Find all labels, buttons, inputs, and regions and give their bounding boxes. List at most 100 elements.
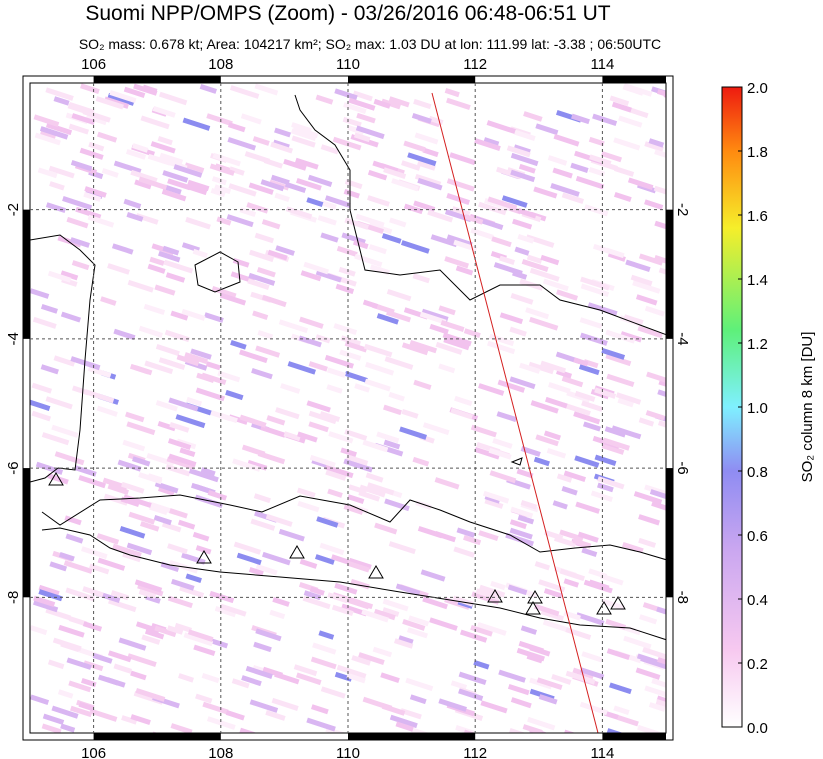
pixel <box>342 116 362 128</box>
pixel <box>95 96 124 110</box>
pixel <box>451 206 471 217</box>
pixel <box>310 704 329 715</box>
x-tick-label: 108 <box>208 745 233 759</box>
pixel <box>315 554 335 565</box>
pixel <box>101 168 119 178</box>
pixel <box>478 201 507 216</box>
pixel <box>516 468 534 479</box>
pixel <box>340 335 362 347</box>
pixel <box>239 207 257 217</box>
pixel <box>399 426 427 440</box>
pixel <box>266 415 286 426</box>
pixel <box>122 551 142 563</box>
pixel <box>496 411 517 423</box>
pixel <box>427 209 454 223</box>
pixel <box>548 382 571 394</box>
pixel <box>126 421 156 436</box>
pixel <box>308 361 328 372</box>
pixel <box>270 141 294 154</box>
pixel <box>442 332 472 347</box>
pixel <box>601 347 626 360</box>
pixel <box>613 137 641 151</box>
frame-bar <box>602 76 666 83</box>
pixel <box>540 254 560 266</box>
pixel <box>236 552 262 566</box>
pixel <box>97 557 126 571</box>
pixel <box>509 527 533 540</box>
belitung <box>194 251 241 293</box>
pixel <box>556 473 573 483</box>
pixel <box>484 498 504 509</box>
pixel <box>579 701 608 716</box>
pixel <box>343 188 360 199</box>
pixel <box>296 487 316 498</box>
pixel <box>75 206 102 220</box>
pixel <box>413 98 432 110</box>
pixel <box>294 157 319 170</box>
pixel <box>254 232 275 244</box>
pixel <box>302 595 331 610</box>
java-coast <box>41 494 666 641</box>
pixel <box>639 614 658 625</box>
pixel <box>130 670 147 681</box>
pixel <box>253 641 272 653</box>
pixel <box>627 177 654 191</box>
pixel <box>192 531 210 542</box>
pixel <box>510 697 532 709</box>
pixel <box>190 348 212 360</box>
pixel <box>132 456 151 467</box>
pixel <box>299 316 324 329</box>
y-tick-label: -2 <box>5 203 22 216</box>
pixel <box>176 354 200 367</box>
pixel <box>381 233 402 244</box>
pixel <box>232 257 250 268</box>
pixel <box>119 526 146 539</box>
pixel <box>454 395 473 407</box>
pixel <box>324 195 351 208</box>
pixel <box>265 513 293 527</box>
pixel <box>393 638 414 649</box>
pixel <box>417 526 443 539</box>
pixel <box>620 331 642 343</box>
pixel <box>592 113 618 127</box>
pixel <box>637 724 664 733</box>
pixel <box>546 447 567 459</box>
pixel <box>514 129 536 141</box>
pixel <box>353 132 371 143</box>
pixel <box>480 700 508 714</box>
pixel <box>605 247 625 259</box>
pixel <box>122 439 146 452</box>
pixel <box>642 647 666 660</box>
pixel <box>193 644 216 657</box>
pixel <box>527 716 556 731</box>
pixel <box>361 609 389 623</box>
pixel <box>144 360 174 375</box>
pixel <box>168 397 199 412</box>
pixel <box>328 431 354 444</box>
pixel <box>39 130 57 140</box>
pixel <box>48 165 75 179</box>
x-tick-label: 114 <box>590 745 614 759</box>
pixel <box>250 518 276 531</box>
pixel <box>572 667 595 679</box>
pixel <box>470 424 497 438</box>
pixel <box>195 387 225 402</box>
pixel <box>408 615 430 627</box>
pixel <box>310 656 337 670</box>
pixel <box>167 595 193 609</box>
pixel <box>252 310 269 321</box>
pixel <box>257 451 286 465</box>
pixel <box>326 384 343 394</box>
pixel <box>486 120 517 135</box>
pixel <box>533 186 558 199</box>
pixel <box>372 646 393 658</box>
pixel <box>444 256 469 269</box>
pixel <box>526 653 543 664</box>
pixel <box>344 217 369 230</box>
pixel <box>260 425 286 438</box>
pixel <box>253 493 271 504</box>
pixel <box>127 279 154 293</box>
pixel <box>529 645 551 657</box>
pixel <box>613 166 635 177</box>
